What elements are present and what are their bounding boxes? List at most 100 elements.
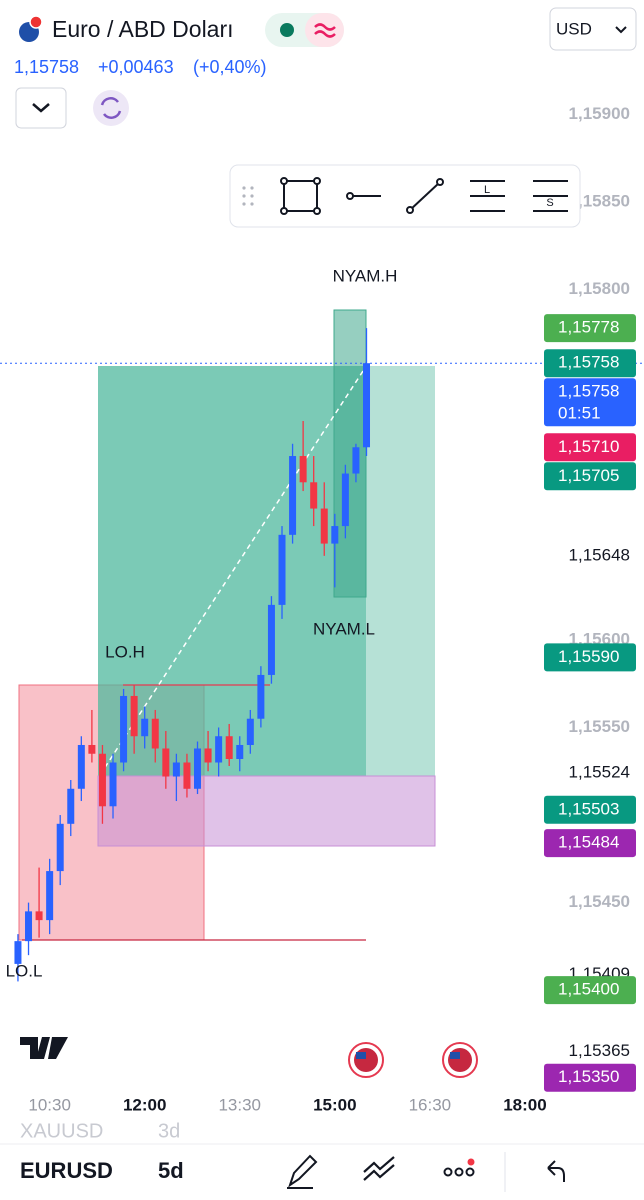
candle-body xyxy=(236,744,244,760)
change-pct: (+0,40%) xyxy=(193,57,267,77)
price-tag xyxy=(544,462,636,491)
price-tag xyxy=(544,643,636,672)
price-tag-label: 1,15503 xyxy=(558,799,619,818)
price-tag-label: 1,15350 xyxy=(558,1067,619,1086)
annotation: LO.H xyxy=(105,642,145,661)
refresh-button[interactable] xyxy=(93,90,129,126)
market-open-dot xyxy=(280,23,294,37)
y-tick-label: 1,15550 xyxy=(569,717,630,736)
rect-tool[interactable] xyxy=(283,180,318,212)
price-tag-label: 1,15400 xyxy=(558,980,619,999)
y-tick-label: 1,15900 xyxy=(569,104,630,123)
candle-body xyxy=(141,718,149,737)
expand-button[interactable] xyxy=(15,87,67,129)
candle-body xyxy=(257,674,265,719)
price-tag-label: 1,15590 xyxy=(558,647,619,666)
flag-part xyxy=(356,1052,366,1059)
candle-body xyxy=(130,695,138,737)
badge xyxy=(467,1158,475,1166)
drawing-toolbar: L S xyxy=(229,164,581,228)
prev-symbol: XAUUSD xyxy=(20,1120,103,1142)
price-tag xyxy=(544,1063,636,1092)
tool-glyph: L xyxy=(484,184,490,196)
drag-handle xyxy=(242,186,254,206)
x-tick-label: 15:00 xyxy=(313,1095,356,1114)
x-tick-label: 10:30 xyxy=(28,1095,71,1114)
candle-body xyxy=(14,941,22,964)
candle-body xyxy=(67,788,75,824)
currency: USD xyxy=(556,19,592,38)
candle-body xyxy=(56,823,64,872)
candle-body xyxy=(363,363,371,448)
refresh-icon xyxy=(100,97,122,119)
expand-icon xyxy=(32,103,50,113)
trend-tool[interactable] xyxy=(409,182,440,211)
annotation: NYAM.H xyxy=(333,266,398,285)
currency-select[interactable] xyxy=(549,7,637,51)
candle-body xyxy=(120,695,128,763)
x-tick-label: 16:30 xyxy=(409,1095,452,1114)
footer xyxy=(0,1124,644,1200)
prev-range: 3d xyxy=(158,1120,180,1142)
price-tag-label: 1,15484 xyxy=(558,833,619,852)
change: +0,00463 xyxy=(98,57,174,77)
range[interactable]: 5d xyxy=(158,1158,184,1183)
nyam-range[interactable] xyxy=(333,309,367,598)
flag-part xyxy=(450,1052,460,1059)
candle-body xyxy=(299,456,307,483)
price-tag xyxy=(544,314,636,343)
candle-body xyxy=(225,736,233,760)
candle-body xyxy=(88,744,96,754)
flag xyxy=(448,1048,472,1072)
y-tick-label: 1,15450 xyxy=(569,892,630,911)
price-label: 1,15365 xyxy=(569,1041,630,1060)
annotation: LO.L xyxy=(6,961,43,980)
price-tag-label: 1,15758 xyxy=(558,353,619,372)
target-zone-ext xyxy=(366,366,435,776)
indicators-button[interactable] xyxy=(363,1156,395,1181)
symbol-title[interactable]: Euro / ABD Doları xyxy=(52,16,234,42)
candle-body xyxy=(151,718,159,749)
candle-body xyxy=(341,473,349,527)
symbol[interactable]: EURUSD xyxy=(20,1158,113,1183)
x-tick-label: 12:00 xyxy=(123,1095,166,1114)
candle-body xyxy=(278,534,286,605)
draw-button[interactable] xyxy=(287,1154,318,1189)
candle-body xyxy=(289,456,297,535)
candle-body xyxy=(162,748,170,777)
y-tick-label: 1,15850 xyxy=(569,192,630,211)
price-tag-countdown: 01:51 xyxy=(558,404,601,423)
more-button[interactable] xyxy=(443,1167,475,1177)
candle-body xyxy=(172,762,180,777)
price-tag-label: 1,15758 xyxy=(558,382,619,401)
annotation: NYAM.L xyxy=(313,619,375,638)
candle-body xyxy=(310,482,318,509)
price-tag xyxy=(544,349,636,378)
y-tick-label: 1,15800 xyxy=(569,279,630,298)
undo-button[interactable] xyxy=(547,1160,565,1182)
symbol-icon-flag xyxy=(29,15,43,29)
x-tick-label: 18:00 xyxy=(503,1095,546,1114)
candle-body xyxy=(35,911,43,921)
flag xyxy=(354,1048,378,1072)
short-tool[interactable] xyxy=(533,180,568,212)
candle-body xyxy=(77,744,85,789)
candle-body xyxy=(194,748,202,789)
candle-body xyxy=(25,911,33,942)
candle-body xyxy=(98,753,106,807)
candle-body xyxy=(215,736,223,763)
status-pill-part xyxy=(305,13,344,47)
price: 1,15758 xyxy=(14,57,79,77)
stop-zone[interactable] xyxy=(97,775,436,847)
candle-body xyxy=(183,762,191,789)
toolbar-panel xyxy=(229,164,581,228)
logo xyxy=(20,1037,68,1059)
price-tag-label: 1,15705 xyxy=(558,466,619,485)
long-tool[interactable] xyxy=(470,180,505,212)
candle-body xyxy=(267,604,275,675)
event-icons xyxy=(348,1042,478,1078)
price-tag xyxy=(544,829,636,858)
price-tag xyxy=(544,378,636,427)
caret xyxy=(615,26,627,34)
